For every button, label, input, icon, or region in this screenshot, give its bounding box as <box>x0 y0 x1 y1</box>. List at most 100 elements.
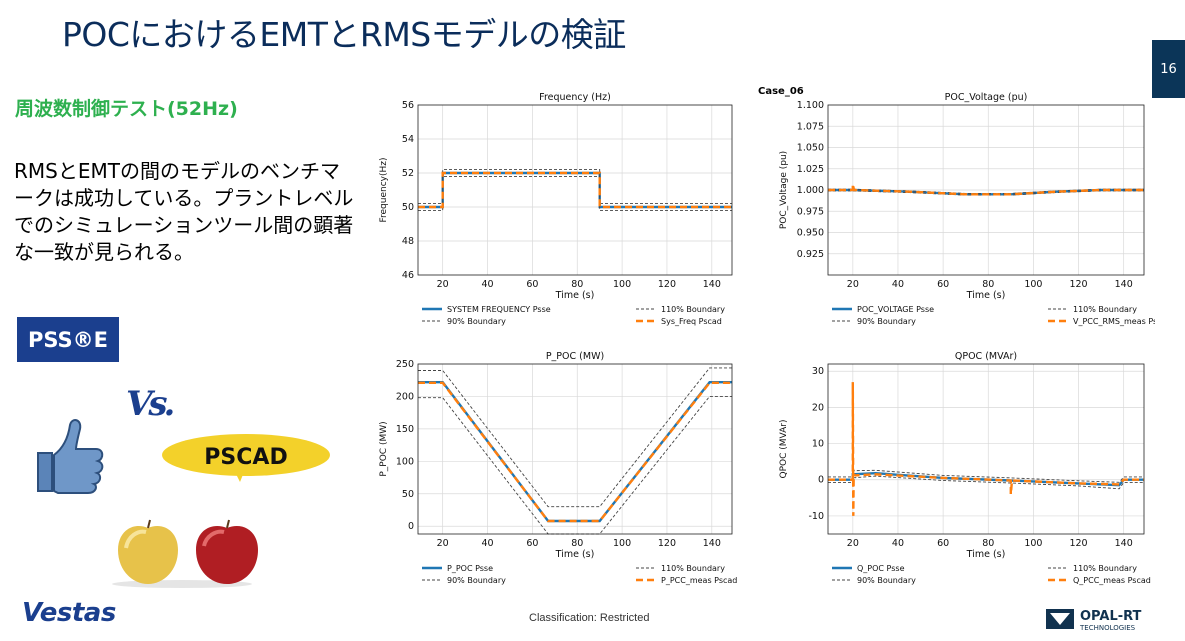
legend-label: Q_PCC_meas Pscad <box>1073 576 1151 585</box>
x-tick-label: 20 <box>437 279 449 290</box>
x-tick-label: 80 <box>982 279 994 290</box>
y-tick-label: 0 <box>408 521 414 532</box>
x-tick-label: 80 <box>982 538 994 549</box>
x-tick-label: 20 <box>847 279 859 290</box>
frequency-chart: 20 40 60 80 100 120 140 46 48 50 52 54 56 Frequency (… <box>370 88 750 350</box>
legend-label: Sys_Freq Pscad <box>661 317 722 326</box>
y-tick-label: 30 <box>812 366 824 377</box>
plot-frame <box>417 363 733 535</box>
series-line-lower <box>418 395 732 535</box>
y-tick-label: 56 <box>402 100 414 111</box>
legend-label: 90% Boundary <box>857 576 916 585</box>
series-line-pscad <box>418 171 732 209</box>
poc-voltage-chart: 20 40 60 80 100 120 140 0.925 0.950 0.975 1.000 1.0… <box>770 88 1155 350</box>
y-tick-label: 100 <box>396 456 414 467</box>
pscad-logo-text: PSCAD <box>204 445 287 470</box>
x-tick-label: 40 <box>892 279 904 290</box>
chart-title: QPOC (MVAr) <box>955 351 1017 362</box>
y-axis-label: P_POC (MW) <box>379 421 389 476</box>
legend-label: 90% Boundary <box>447 576 506 585</box>
vestas-logo: Vestas <box>22 598 116 628</box>
thumbs-up-icon <box>28 415 106 499</box>
classification-label: Classification: Restricted <box>529 612 650 624</box>
legend-label: SYSTEM FREQUENCY Psse <box>447 305 551 314</box>
series-line-upper <box>418 169 732 205</box>
legend-label: 110% Boundary <box>661 564 725 573</box>
series-line-psse <box>418 381 732 523</box>
slide-subtitle: 周波数制御テスト(52Hz) <box>15 98 238 120</box>
legend-label: 110% Boundary <box>1073 305 1137 314</box>
plot-frame <box>827 363 1145 535</box>
legend-label: Q_POC Psse <box>857 564 905 573</box>
x-tick-label: 120 <box>1069 538 1087 549</box>
chart-title: Frequency (Hz) <box>539 92 611 103</box>
x-tick-label: 60 <box>526 538 538 549</box>
y-tick-label: 150 <box>396 424 414 435</box>
y-tick-label: 20 <box>812 402 824 413</box>
x-tick-label: 20 <box>437 538 449 549</box>
y-tick-label: -10 <box>808 511 824 522</box>
plot-frame <box>417 104 733 276</box>
slide-body-text: RMSとEMTの間のモデルのベンチマークは成功している。プラントレベルでのシミュ… <box>14 159 354 264</box>
legend-label: P_POC Psse <box>447 564 493 573</box>
series-line-lower <box>828 475 1144 490</box>
series-line-pscad <box>828 382 1144 516</box>
series-line-pscad <box>418 381 732 523</box>
x-tick-label: 100 <box>1024 538 1042 549</box>
y-axis-label: QPOC (MVAr) <box>779 420 789 479</box>
y-tick-label: 250 <box>396 359 414 370</box>
x-tick-label: 120 <box>658 279 676 290</box>
chart-title: P_POC (MW) <box>546 351 604 362</box>
x-tick-label: 40 <box>892 538 904 549</box>
x-tick-label: 60 <box>937 538 949 549</box>
y-tick-label: 1.000 <box>797 185 824 196</box>
versus-text: Vs. <box>126 384 175 424</box>
pscad-logo: PSCAD <box>160 432 332 486</box>
series-line-psse <box>418 171 732 209</box>
y-axis-label: Frequency(Hz) <box>379 157 389 222</box>
y-tick-label: 54 <box>402 134 414 145</box>
legend-label: 90% Boundary <box>857 317 916 326</box>
y-tick-label: 50 <box>402 489 414 500</box>
x-tick-label: 140 <box>1115 538 1133 549</box>
legend-label: 110% Boundary <box>661 305 725 314</box>
chart-title: POC_Voltage (pu) <box>945 92 1028 103</box>
x-axis-label: Time (s) <box>555 290 595 301</box>
y-tick-label: 0.975 <box>797 206 824 217</box>
apples-image <box>112 518 282 592</box>
y-tick-label: 50 <box>402 202 414 213</box>
x-tick-label: 120 <box>1069 279 1087 290</box>
legend-label: 110% Boundary <box>1073 564 1137 573</box>
x-axis-label: Time (s) <box>966 549 1006 560</box>
x-axis-label: Time (s) <box>966 290 1006 301</box>
y-axis-label: POC_Voltage (pu) <box>779 151 789 229</box>
x-tick-label: 60 <box>937 279 949 290</box>
x-tick-label: 140 <box>703 538 721 549</box>
x-tick-label: 40 <box>481 279 493 290</box>
legend-label: 90% Boundary <box>447 317 506 326</box>
y-tick-label: 46 <box>402 270 414 281</box>
x-tick-label: 140 <box>1115 279 1133 290</box>
page-number-badge: 16 <box>1152 40 1185 98</box>
q-poc-chart: 20 40 60 80 100 120 140 -10 0 10 20 30 QPOC (MVAr) Ti… <box>770 347 1155 599</box>
y-tick-label: 1.025 <box>797 164 824 175</box>
x-tick-label: 60 <box>526 279 538 290</box>
legend-label: P_PCC_meas Pscad <box>661 576 737 585</box>
opal-rt-logo-subtext: TECHNOLOGIES <box>1079 624 1136 632</box>
x-tick-label: 100 <box>1024 279 1042 290</box>
y-tick-label: 200 <box>396 391 414 402</box>
y-tick-label: 0 <box>818 475 824 486</box>
x-tick-label: 40 <box>481 538 493 549</box>
opal-rt-logo: OPAL-RT TECHNOLOGIES <box>1044 605 1179 637</box>
plot-frame <box>827 104 1145 276</box>
p-poc-chart: 20 40 60 80 100 120 140 0 50 100 150 200 250 P_POC (M… <box>370 347 750 599</box>
x-tick-label: 100 <box>613 279 631 290</box>
x-axis-label: Time (s) <box>555 549 595 560</box>
x-tick-label: 120 <box>658 538 676 549</box>
y-tick-label: 0.925 <box>797 249 824 260</box>
x-tick-label: 140 <box>703 279 721 290</box>
y-tick-label: 1.075 <box>797 121 824 132</box>
y-tick-label: 48 <box>402 236 414 247</box>
y-tick-label: 1.050 <box>797 143 824 154</box>
opal-rt-logo-text: OPAL-RT <box>1080 609 1142 624</box>
